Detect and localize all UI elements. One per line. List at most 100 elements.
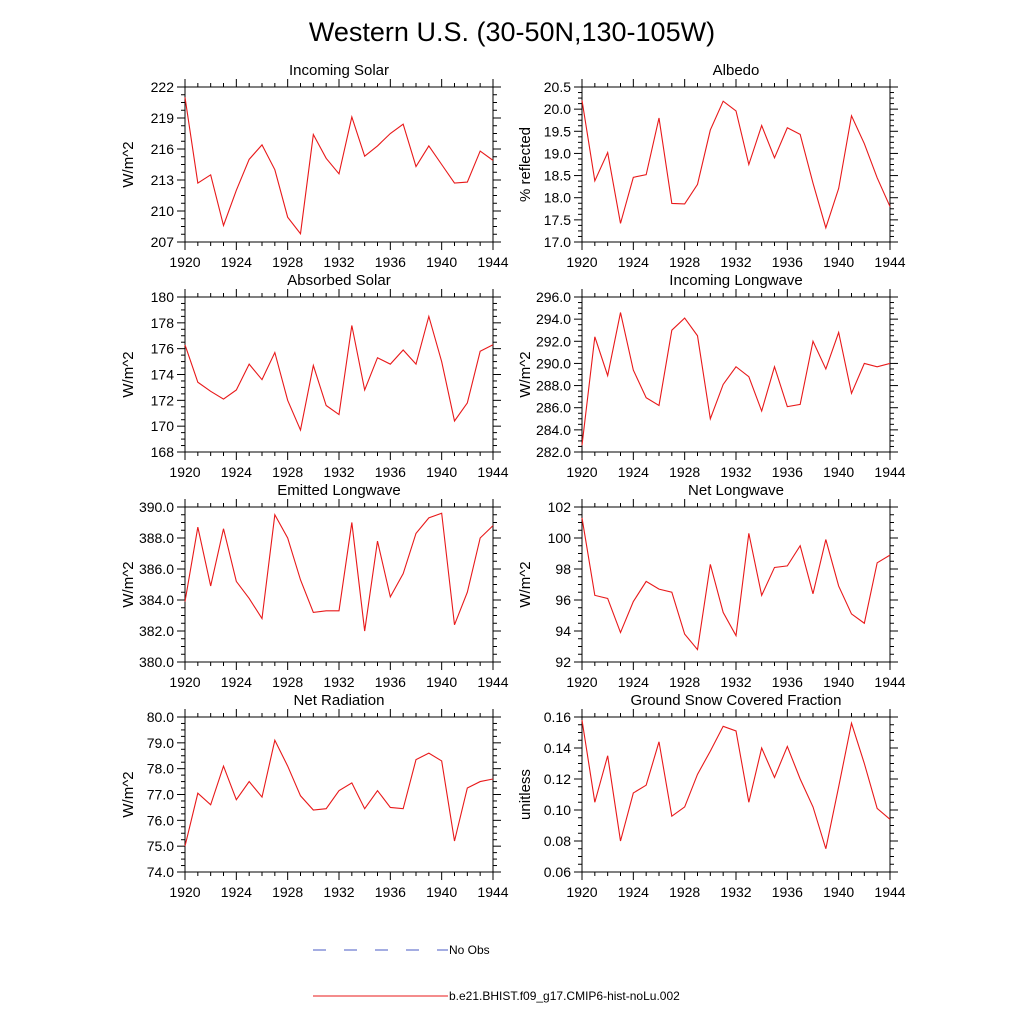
y-tick-label: 98 [555, 561, 571, 577]
x-tick-label: 1920 [566, 254, 597, 270]
y-tick-label: 0.08 [544, 833, 571, 849]
plot-frame [184, 506, 494, 663]
x-tick-label: 1932 [720, 254, 751, 270]
panel-net-radiation: 74.0 75.0 76.0 77.0 78.0 79.0 80.0 1920 1924 1928… [120, 692, 509, 900]
y-tick-label: 219 [151, 110, 175, 126]
panel-net-longwave: 92 94 96 98 100 102 1920 1924 1928 1932 1936 1940 19… [517, 482, 906, 690]
panel-title: Absorbed Solar [287, 272, 390, 289]
y-axis-label: unitless [517, 769, 534, 820]
panels: 207 210 213 216 219 222 1920 1924 1928 1932 1936 19… [120, 62, 906, 900]
x-tick-label: 1944 [477, 464, 508, 480]
y-tick-label: 20.5 [544, 79, 571, 95]
x-tick-label: 1936 [772, 674, 803, 690]
x-tick-label: 1936 [375, 464, 406, 480]
y-tick-label: 76.0 [147, 812, 174, 828]
y-tick-label: 92 [555, 654, 571, 670]
x-tick-label: 1936 [375, 674, 406, 690]
y-tick-label: 170 [151, 418, 175, 434]
x-tick-label: 1924 [221, 884, 252, 900]
x-tick-label: 1932 [323, 254, 354, 270]
panel-absorbed-solar: 168 170 172 174 176 178 180 1920 1924 1928 1932 193… [120, 272, 509, 480]
y-tick-label: 294.0 [536, 311, 571, 327]
series-line-0 [581, 720, 891, 849]
x-tick-label: 1940 [426, 884, 457, 900]
y-tick-label: 286.0 [536, 400, 571, 416]
y-tick-label: 172 [151, 392, 175, 408]
x-tick-label: 1932 [720, 674, 751, 690]
y-tick-label: 216 [151, 141, 175, 157]
x-tick-label: 1924 [221, 254, 252, 270]
y-tick-label: 380.0 [139, 654, 174, 670]
x-tick-label: 1924 [618, 254, 649, 270]
x-tick-label: 1944 [477, 884, 508, 900]
series-line-0 [581, 312, 891, 446]
x-tick-label: 1928 [272, 254, 303, 270]
x-tick-label: 1932 [720, 884, 751, 900]
y-tick-label: 174 [151, 367, 175, 383]
y-tick-label: 390.0 [139, 499, 174, 515]
legend: No Obs b.e21.BHIST.f09_g17.CMIP6-hist-no… [313, 943, 680, 1003]
x-tick-label: 1940 [823, 884, 854, 900]
y-tick-label: 178 [151, 315, 175, 331]
y-tick-label: 176 [151, 341, 175, 357]
panel-ground-snow-covered-fraction: 0.06 0.08 0.10 0.12 0.14 0.16 1920 1924 1928 1932… [517, 692, 906, 900]
x-tick-label: 1936 [772, 254, 803, 270]
y-axis-label: W/m^2 [120, 141, 137, 187]
y-tick-label: 17.5 [544, 212, 571, 228]
x-tick-label: 1924 [221, 674, 252, 690]
x-tick-label: 1920 [566, 884, 597, 900]
x-tick-label: 1944 [874, 254, 905, 270]
panel-title: Albedo [713, 62, 760, 79]
figure-title: Western U.S. (30-50N,130-105W) [309, 17, 715, 47]
y-tick-label: 210 [151, 203, 175, 219]
y-tick-label: 77.0 [147, 787, 174, 803]
y-axis-label: W/m^2 [120, 561, 137, 607]
x-tick-label: 1924 [221, 464, 252, 480]
y-axis-label: W/m^2 [517, 561, 534, 607]
panel-title: Incoming Solar [289, 62, 389, 79]
y-tick-label: 180 [151, 289, 175, 305]
legend-model-label: b.e21.BHIST.f09_g17.CMIP6-hist-noLu.002 [449, 989, 680, 1003]
y-tick-label: 0.14 [544, 740, 571, 756]
y-tick-label: 292.0 [536, 333, 571, 349]
x-tick-label: 1932 [720, 464, 751, 480]
x-tick-label: 1928 [669, 254, 700, 270]
series-line-0 [184, 314, 494, 432]
x-tick-label: 1920 [169, 674, 200, 690]
y-tick-label: 222 [151, 79, 175, 95]
plot-frame [581, 716, 891, 873]
y-tick-label: 0.16 [544, 709, 571, 725]
y-axis-label: W/m^2 [120, 351, 137, 397]
y-tick-label: 17.0 [544, 234, 571, 250]
y-tick-label: 100 [548, 530, 572, 546]
x-tick-label: 1928 [272, 884, 303, 900]
x-tick-label: 1920 [566, 464, 597, 480]
x-tick-label: 1924 [618, 674, 649, 690]
x-tick-label: 1924 [618, 884, 649, 900]
series-line-0 [581, 517, 891, 651]
panel-albedo: 17.0 17.5 18.0 18.5 19.0 19.5 20.0 20.5 1920 1924… [517, 62, 906, 270]
panel-title: Net Radiation [294, 692, 385, 709]
series-line-0 [184, 97, 494, 236]
y-tick-label: 168 [151, 444, 175, 460]
x-tick-label: 1936 [375, 884, 406, 900]
y-tick-label: 388.0 [139, 530, 174, 546]
y-tick-label: 74.0 [147, 864, 174, 880]
y-tick-label: 75.0 [147, 838, 174, 854]
x-tick-label: 1940 [823, 254, 854, 270]
x-tick-label: 1924 [618, 464, 649, 480]
series-line-0 [581, 100, 891, 230]
x-tick-label: 1944 [874, 464, 905, 480]
x-tick-label: 1920 [169, 254, 200, 270]
x-tick-label: 1928 [272, 674, 303, 690]
y-tick-label: 20.0 [544, 101, 571, 117]
y-tick-label: 80.0 [147, 709, 174, 725]
y-tick-label: 102 [548, 499, 572, 515]
x-tick-label: 1940 [426, 674, 457, 690]
panel-title: Incoming Longwave [669, 272, 802, 289]
y-tick-label: 290.0 [536, 355, 571, 371]
y-tick-label: 207 [151, 234, 175, 250]
x-tick-label: 1928 [669, 884, 700, 900]
y-tick-label: 94 [555, 623, 571, 639]
x-tick-label: 1944 [477, 254, 508, 270]
